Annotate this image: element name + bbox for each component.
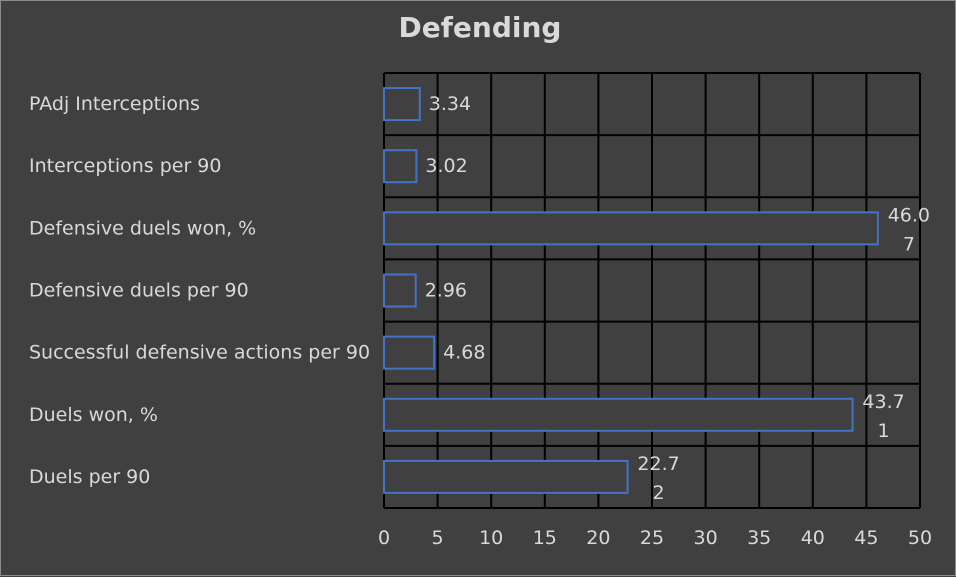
- data-label: 43.7: [862, 391, 904, 413]
- bar: [383, 335, 436, 370]
- category-label: Interceptions per 90: [29, 155, 222, 177]
- labels: 0 5 10 15 20 25 30 35 40 45 50 PAdj Interceptions 3.…: [29, 93, 932, 549]
- x-tick-label: 25: [640, 527, 664, 549]
- data-label: 2: [653, 482, 665, 504]
- data-label: 7: [903, 233, 915, 255]
- gridlines: [383, 72, 921, 509]
- category-label: PAdj Interceptions: [29, 93, 200, 115]
- category-label: Defensive duels won, %: [29, 217, 256, 239]
- x-tick-label: 5: [432, 527, 444, 549]
- category-label: Defensive duels per 90: [29, 280, 249, 302]
- data-label: 3.34: [429, 93, 471, 115]
- bar: [383, 459, 629, 494]
- x-tick-label: 45: [854, 527, 878, 549]
- x-tick-label: 40: [801, 527, 825, 549]
- bar: [383, 397, 854, 432]
- category-label: Duels won, %: [29, 404, 158, 426]
- category-label: Duels per 90: [29, 466, 150, 488]
- x-tick-label: 20: [586, 527, 610, 549]
- bar: [383, 273, 417, 308]
- category-label: Successful defensive actions per 90: [29, 342, 370, 364]
- data-label: 3.02: [425, 155, 467, 177]
- data-label: 22.7: [637, 453, 679, 475]
- x-tick-label: 0: [378, 527, 390, 549]
- bars: [383, 87, 879, 494]
- bar: [383, 211, 879, 246]
- data-label: 46.0: [888, 204, 930, 226]
- x-tick-label: 50: [908, 527, 932, 549]
- x-tick-label: 15: [533, 527, 557, 549]
- chart-title: Defending: [399, 11, 562, 44]
- data-label: 2.96: [425, 280, 467, 302]
- bar: [383, 149, 418, 184]
- x-tick-label: 30: [694, 527, 718, 549]
- data-label: 1: [878, 420, 890, 442]
- x-tick-label: 35: [747, 527, 771, 549]
- data-label: 4.68: [443, 342, 485, 364]
- x-tick-label: 10: [479, 527, 503, 549]
- bar: [383, 87, 421, 122]
